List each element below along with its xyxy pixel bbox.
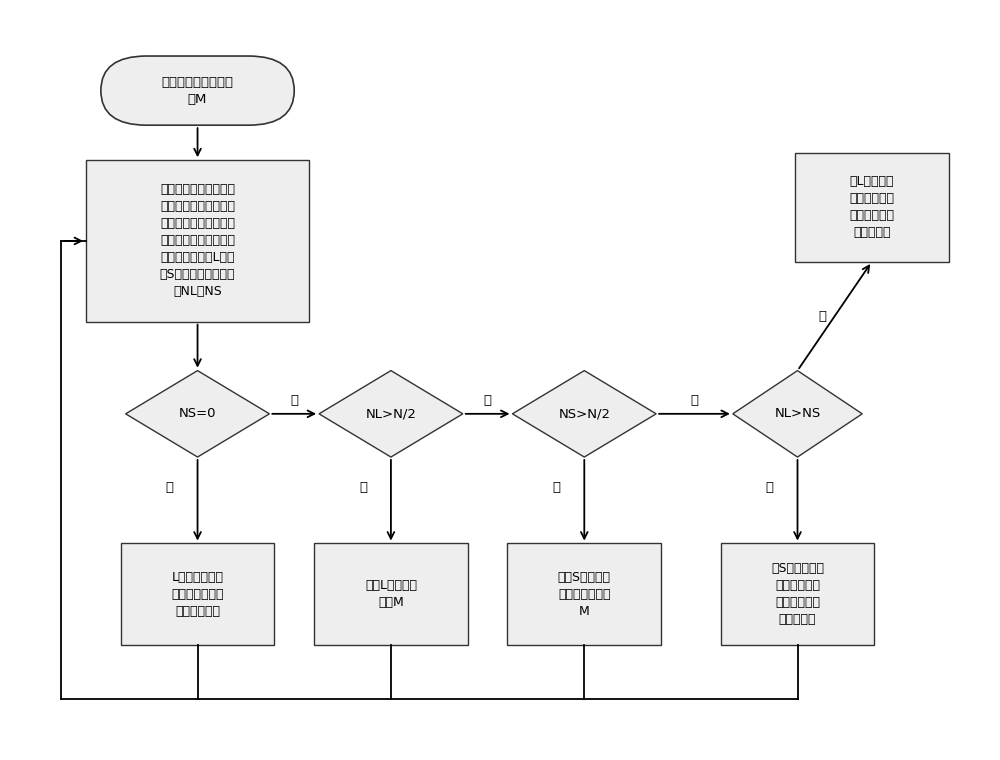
Text: 是: 是 [553,480,561,493]
Text: 获取滤波子航向角均
值M: 获取滤波子航向角均 值M [162,75,234,106]
Text: 计算S集合中航
向角均值，记为
M: 计算S集合中航 向角均值，记为 M [558,571,611,618]
Polygon shape [512,371,656,457]
Text: 对L集合航向
角排序，取中
值作为滤波子
窗口航向角: 对L集合航向 角排序，取中 值作为滤波子 窗口航向角 [849,175,894,239]
Bar [314,543,468,645]
Text: 否: 否 [290,394,298,407]
Text: NS=0: NS=0 [179,407,216,420]
Polygon shape [733,371,862,457]
Bar [795,153,949,261]
Text: 计算L集航向角
均值M: 计算L集航向角 均值M [365,579,417,610]
Text: NL>NS: NL>NS [774,407,821,420]
Bar [721,543,874,645]
Text: 否: 否 [818,309,826,322]
Text: 对S集合航向角
排序，取中值
作为滤波子窗
口中航向角: 对S集合航向角 排序，取中值 作为滤波子窗 口中航向角 [771,562,824,626]
Text: 是: 是 [766,480,774,493]
Bar [507,543,661,645]
Text: 是: 是 [359,480,367,493]
Polygon shape [319,371,463,457]
Text: NS>N/2: NS>N/2 [558,407,610,420]
Bar [121,543,274,645]
Text: L集合中第一个
航向角作为滤波
子窗口航向角: L集合中第一个 航向角作为滤波 子窗口航向角 [171,571,224,618]
Text: 否: 否 [690,394,698,407]
Text: 否: 否 [484,394,492,407]
FancyBboxPatch shape [101,56,294,125]
Polygon shape [126,371,269,457]
Text: 是: 是 [166,480,174,493]
Text: 将滤波子窗口内航向角
分为大于等于该航向角
的均值和小于该航向角
的均值的两个航向角集
合，分别为集合L和集
合S，航向角数量分别
为NL、NS: 将滤波子窗口内航向角 分为大于等于该航向角 的均值和小于该航向角 的均值的两个航… [160,183,235,299]
Bar [86,160,309,321]
Text: NL>N/2: NL>N/2 [365,407,416,420]
